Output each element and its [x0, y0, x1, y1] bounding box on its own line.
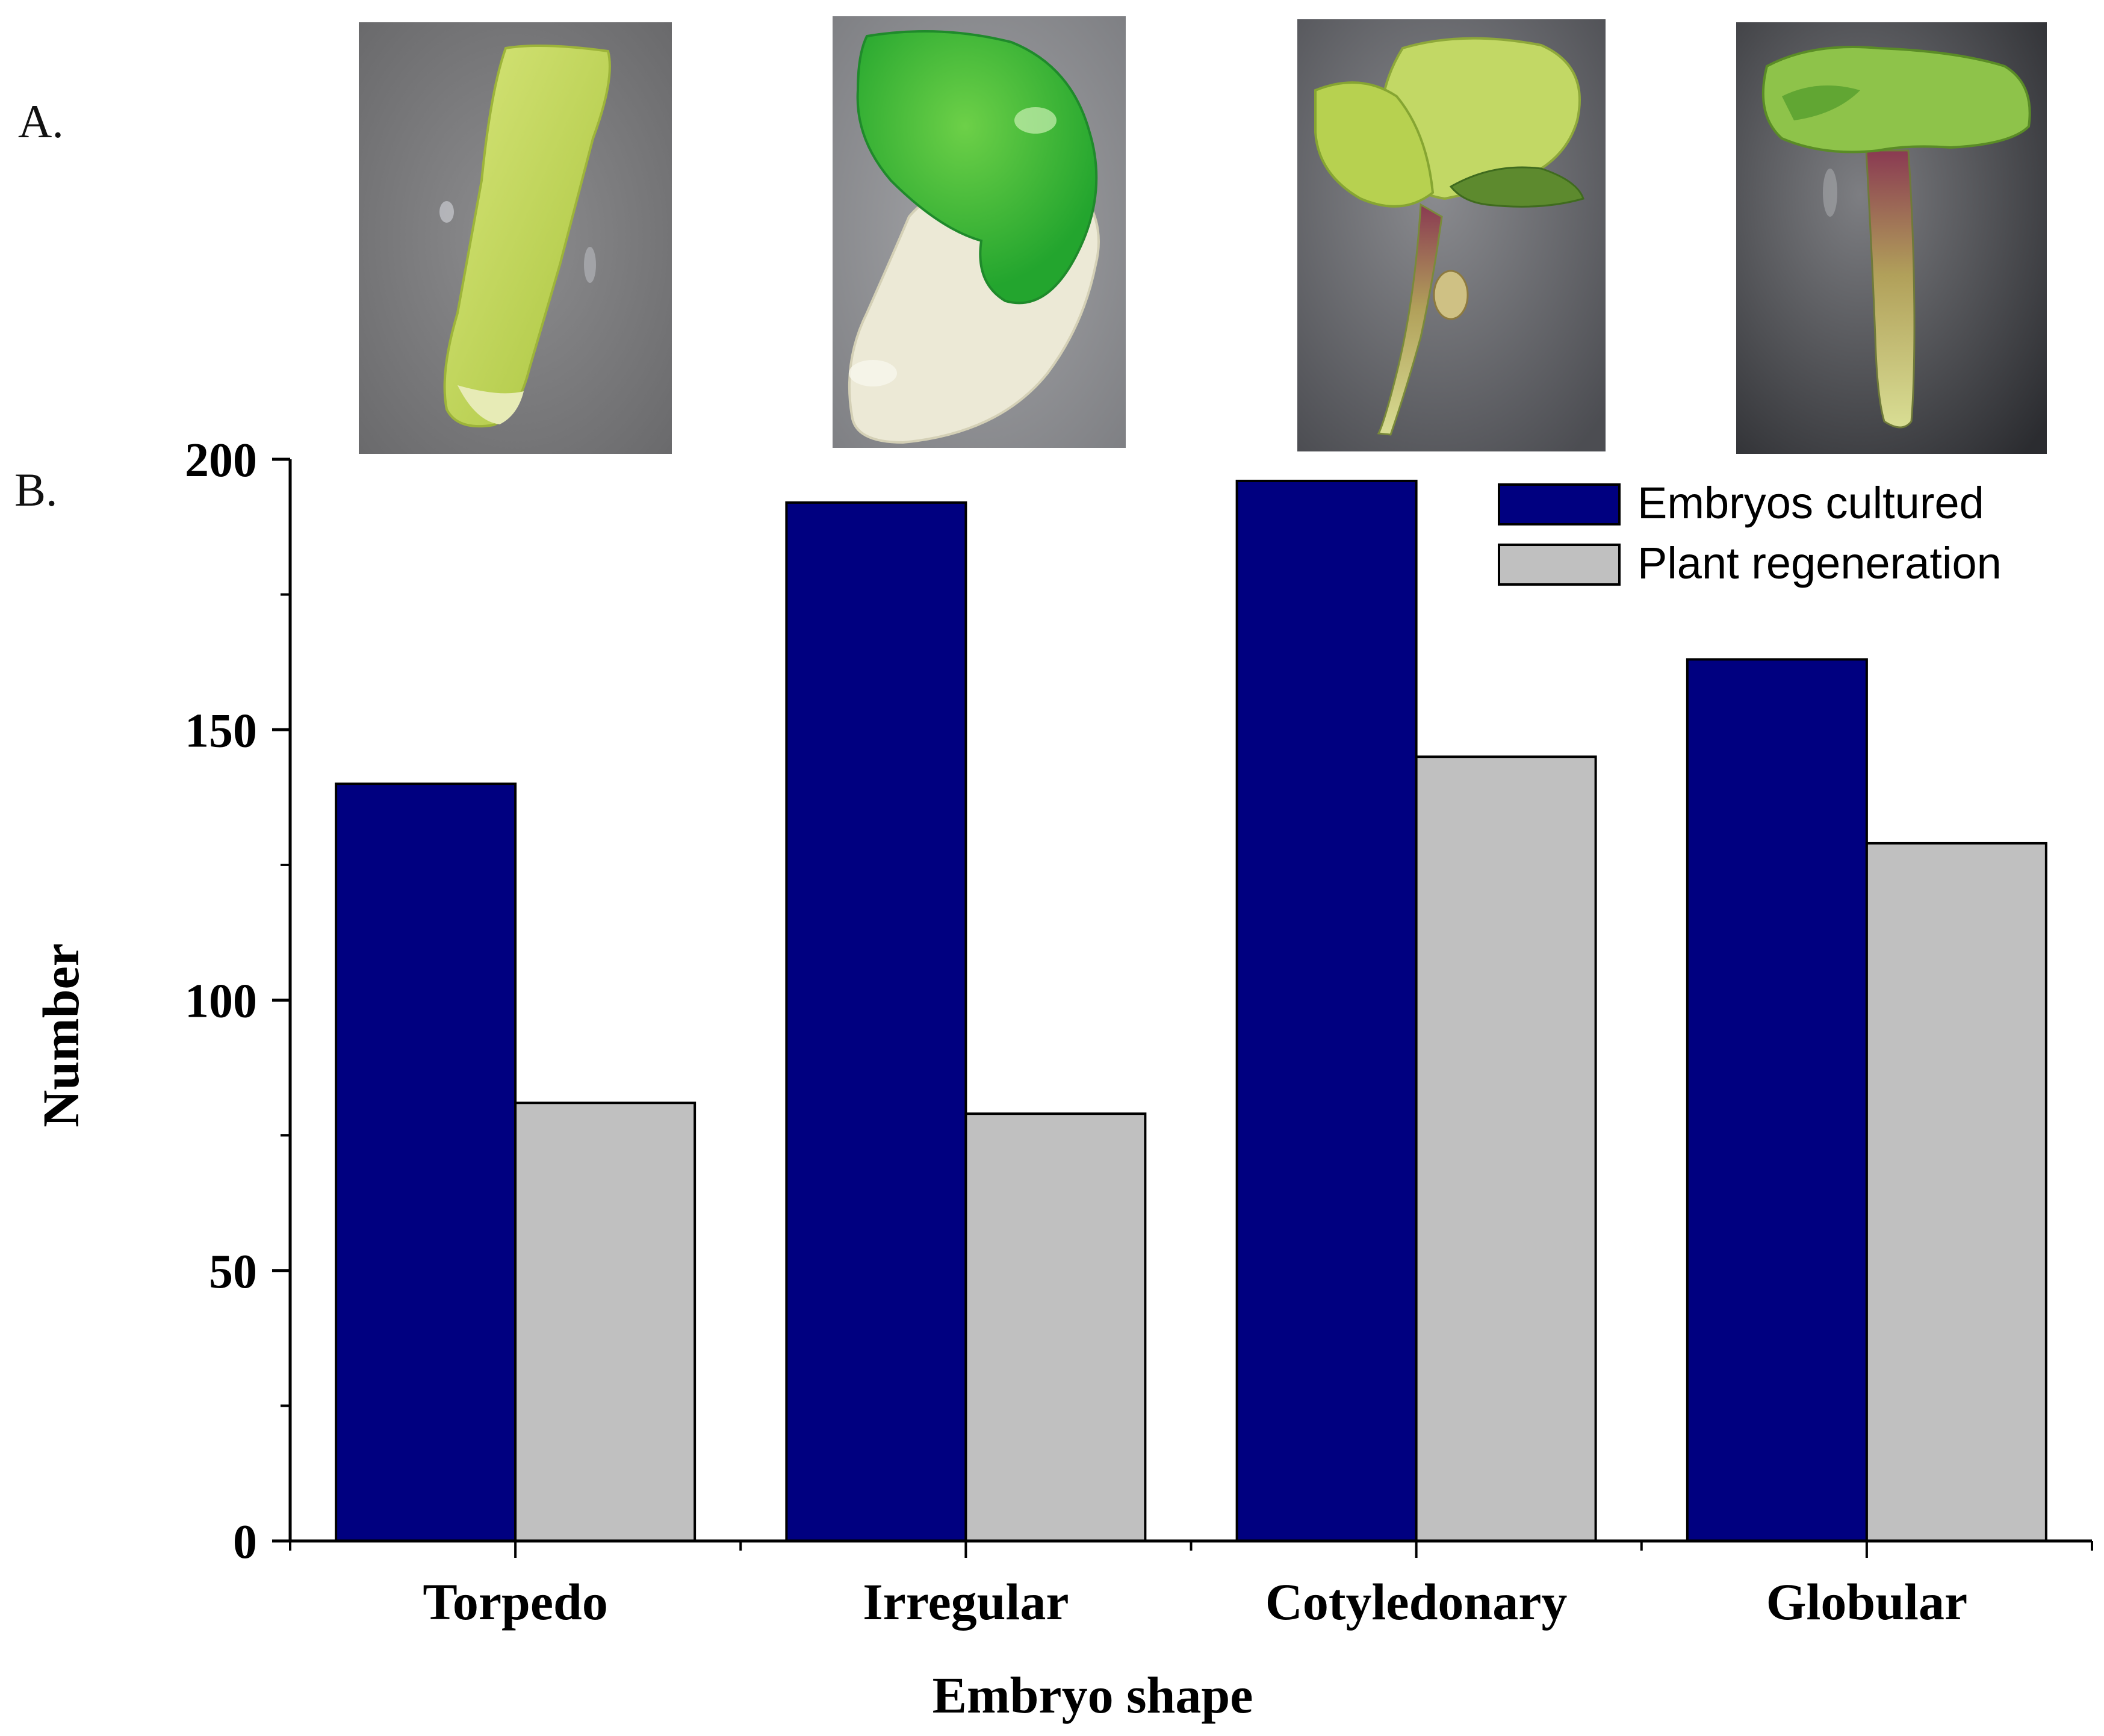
y-tick-label-150: 150: [185, 704, 257, 757]
y-tick-label-100: 100: [185, 975, 257, 1028]
bar-embryos-cultured-globular: [1686, 658, 1868, 1542]
photo-globular-embryo: [1736, 22, 2047, 454]
photo-cotyledonary-embryo: [1297, 19, 1606, 451]
bar-embryos-cultured-cotyledonary: [1235, 479, 1418, 1543]
y-tick-label-200: 200: [185, 434, 257, 487]
bar-plant-regeneration-irregular: [964, 1112, 1147, 1543]
y-tick-label-50: 50: [209, 1245, 257, 1298]
x-tick-label-globular: Globular: [1766, 1573, 1968, 1631]
legend-label-embryos-cultured: Embryos cultured: [1637, 478, 1984, 528]
bar-embryos-cultured-irregular: [785, 501, 967, 1542]
legend-swatch-plant-regeneration: [1498, 544, 1621, 586]
bar-plant-regeneration-cotyledonary: [1415, 755, 1597, 1542]
bar-chart: 0 50 100 150 200 Torpedo Irregular Cotyledonar…: [32, 434, 2093, 1724]
x-axis-label: Embryo shape: [933, 1666, 1253, 1724]
legend: Embryos cultured Plant regeneration: [1498, 478, 2002, 588]
bar-plant-regeneration-globular: [1865, 842, 2047, 1542]
x-tick-label-torpedo: Torpedo: [423, 1573, 607, 1631]
bars-layer: [335, 479, 2047, 1543]
x-tick-label-irregular: Irregular: [863, 1573, 1069, 1631]
x-tick-label-cotyledonary: Cotyledonary: [1265, 1573, 1568, 1631]
bar-plant-regeneration-torpedo: [514, 1102, 697, 1542]
bar-embryos-cultured-torpedo: [335, 783, 517, 1542]
legend-label-plant-regeneration: Plant regeneration: [1637, 538, 2002, 588]
y-axis-label: Number: [32, 943, 90, 1127]
panel-label-a: A.: [18, 95, 64, 147]
y-ticks-layer: 0 50 100 150 200: [185, 434, 290, 1569]
photo-torpedo-embryo: [359, 22, 672, 454]
legend-swatch-embryos-cultured: [1498, 483, 1621, 525]
photo-irregular-embryo: [833, 16, 1126, 448]
panel-label-b: B.: [14, 463, 58, 516]
y-tick-label-0: 0: [233, 1516, 257, 1569]
x-ticks-layer: Torpedo Irregular Cotyledonary Globular: [289, 1541, 2093, 1631]
